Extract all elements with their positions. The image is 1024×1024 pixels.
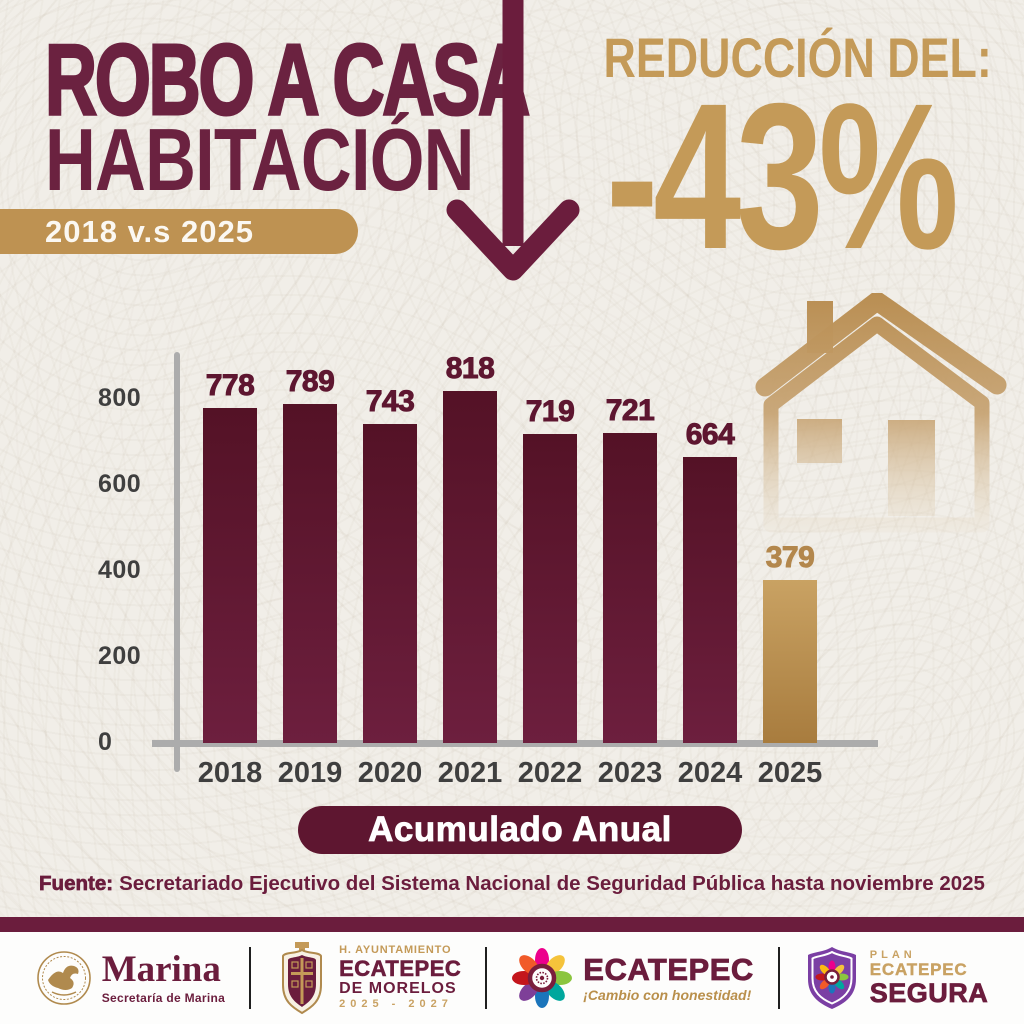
bar-2025 <box>763 580 817 743</box>
footer-accent-band <box>0 917 1024 932</box>
bar-value-2022: 719 <box>525 395 575 429</box>
reduction-value-text: -43% <box>606 61 959 293</box>
ecatepec-logo: ECATEPEC ¡Cambio con honestidad! <box>511 947 754 1009</box>
y-tick-800: 800 <box>98 384 142 412</box>
plan-line3: SEGURA <box>869 977 989 1008</box>
bar-2024 <box>683 457 737 743</box>
reduction-value: -43% <box>545 61 1015 293</box>
marina-name: Marina <box>101 949 221 990</box>
ayuntamiento-line1: H. AYUNTAMIENTO <box>339 944 452 957</box>
comparison-badge-text: 2018 v.s 2025 <box>45 214 254 249</box>
x-axis-line <box>152 740 878 747</box>
y-tick-0: 0 <box>98 728 113 756</box>
footer-divider <box>485 947 488 1009</box>
comparison-badge: 2018 v.s 2025 <box>0 209 358 254</box>
plan-line1: PLAN <box>869 949 916 962</box>
y-tick-600: 600 <box>98 470 142 498</box>
x-label-2025: 2025 <box>757 757 823 789</box>
plan-line2: ECATEPEC <box>869 960 968 980</box>
footer-logo-row: Marina Secretaría de Marina H. AYUNTAMIE… <box>0 936 1024 1020</box>
marina-subtitle: Secretaría de Marina <box>101 991 226 1005</box>
down-arrow-icon <box>446 0 580 281</box>
house-icon <box>755 293 1007 533</box>
purple-shield-icon <box>807 947 856 1009</box>
page-title-line2-text: HABITACIÓN <box>45 110 474 209</box>
bar-value-2021: 818 <box>445 352 495 386</box>
ayuntamiento-logo: H. AYUNTAMIENTO ECATEPEC DE MORELOS 2025… <box>275 941 461 1015</box>
bar-value-2020: 743 <box>365 385 415 419</box>
bar-value-2025: 379 <box>765 541 815 575</box>
source-text: Secretariado Ejecutivo del Sistema Nacio… <box>119 872 985 895</box>
ayuntamiento-years: 2025 - 2027 <box>339 998 453 1011</box>
page-title-line2: HABITACIÓN <box>45 116 581 204</box>
bar-2022 <box>523 434 577 743</box>
bar-value-2018: 778 <box>205 369 255 403</box>
marina-logo: Marina Secretaría de Marina <box>36 948 225 1008</box>
bar-2019 <box>283 404 337 743</box>
y-tick-200: 200 <box>98 642 142 670</box>
ayuntamiento-line3: DE MORELOS <box>339 979 457 997</box>
bar-value-2023: 721 <box>605 394 655 428</box>
x-label-2021: 2021 <box>437 757 503 789</box>
ecatepec-crest-icon <box>282 942 323 1015</box>
reduction-label: REDUCCIÓN DEL: <box>555 30 1005 86</box>
marina-eagle-seal-icon <box>36 951 91 1005</box>
ecatepec-slogan: ¡Cambio con honestidad! <box>583 986 752 1003</box>
bar-value-2024: 664 <box>685 418 735 452</box>
x-label-2020: 2020 <box>357 757 423 789</box>
bar-2023 <box>603 433 657 743</box>
source-note: Fuente: Secretariado Ejecutivo del Sistem… <box>0 872 1024 896</box>
x-label-2023: 2023 <box>597 757 663 789</box>
ecatepec-name: ECATEPEC <box>583 951 754 987</box>
caption-pill: Acumulado Anual <box>298 806 742 854</box>
page-title-line1: ROBO A CASA <box>44 24 716 136</box>
plan-ecatepec-segura-logo: PLAN ECATEPEC SEGURA <box>804 945 989 1011</box>
x-label-2018: 2018 <box>197 757 263 789</box>
ecatepec-flower-icon <box>512 948 573 1008</box>
footer-divider <box>249 947 252 1009</box>
y-tick-400: 400 <box>98 556 142 584</box>
bar-2021 <box>443 391 497 743</box>
x-label-2019: 2019 <box>277 757 343 789</box>
bar-value-2019: 789 <box>285 365 335 399</box>
y-axis-line <box>174 352 180 772</box>
footer-divider <box>777 947 780 1009</box>
bar-2020 <box>363 424 417 743</box>
page-title-line1-text: ROBO A CASA <box>44 24 531 136</box>
x-label-2024: 2024 <box>677 757 743 789</box>
ayuntamiento-line2: ECATEPEC <box>339 955 462 981</box>
bar-2018 <box>203 408 257 743</box>
source-label: Fuente: <box>39 872 114 896</box>
caption-pill-text: Acumulado Anual <box>368 810 672 850</box>
x-label-2022: 2022 <box>517 757 583 789</box>
reduction-label-text: REDUCCIÓN DEL: <box>603 26 992 89</box>
